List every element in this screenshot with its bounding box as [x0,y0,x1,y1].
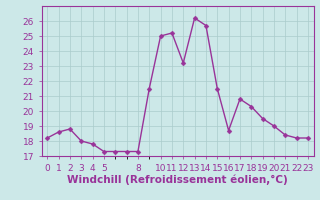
X-axis label: Windchill (Refroidissement éolien,°C): Windchill (Refroidissement éolien,°C) [67,174,288,185]
